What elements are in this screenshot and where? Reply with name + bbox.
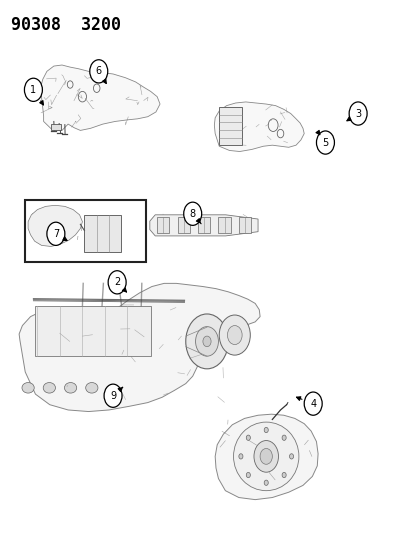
Circle shape [304,392,321,415]
Circle shape [183,202,201,225]
Circle shape [227,326,242,344]
Bar [218,217,230,233]
Circle shape [219,315,250,355]
Text: 3: 3 [354,109,360,118]
Text: 7: 7 [52,229,59,239]
Bar [219,107,241,145]
Circle shape [238,454,242,459]
Circle shape [348,102,366,125]
Circle shape [246,435,250,440]
Polygon shape [150,215,257,236]
Circle shape [108,271,126,294]
Circle shape [253,441,278,472]
Text: 90308  3200: 90308 3200 [11,16,121,34]
Polygon shape [215,414,317,499]
Text: 4: 4 [309,399,316,409]
Ellipse shape [64,383,76,393]
Circle shape [281,472,285,478]
Text: 5: 5 [322,138,328,148]
Bar [157,217,169,233]
Bar [51,124,61,131]
Circle shape [104,384,122,407]
Bar [238,217,251,233]
Circle shape [259,448,272,464]
Circle shape [246,472,250,478]
Polygon shape [28,205,82,246]
Text: 6: 6 [95,66,102,76]
Text: 2: 2 [114,277,120,287]
Bar [35,306,151,356]
Circle shape [90,60,107,83]
Circle shape [281,435,285,440]
Bar [25,200,145,262]
Ellipse shape [233,422,298,491]
Ellipse shape [22,383,34,393]
Ellipse shape [85,383,98,393]
Text: 1: 1 [30,85,36,95]
Circle shape [185,314,228,369]
Circle shape [263,480,268,486]
Circle shape [289,454,293,459]
Circle shape [24,78,42,101]
Bar [177,217,190,233]
Circle shape [316,131,334,154]
Ellipse shape [43,383,55,393]
Circle shape [47,222,65,245]
Polygon shape [19,284,259,411]
Bar [84,215,121,252]
Text: 8: 8 [189,209,195,219]
Text: 9: 9 [110,391,116,401]
Circle shape [202,336,211,346]
Polygon shape [40,65,160,131]
Circle shape [263,427,268,433]
Circle shape [195,327,218,356]
Bar [197,217,210,233]
Polygon shape [214,102,304,151]
